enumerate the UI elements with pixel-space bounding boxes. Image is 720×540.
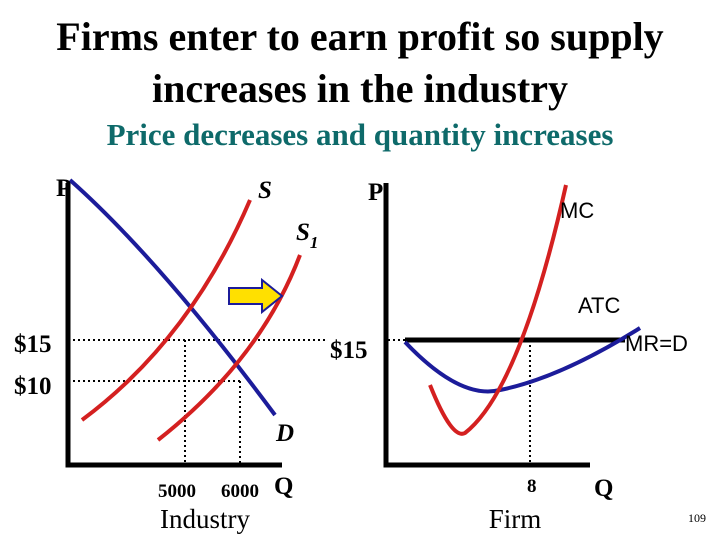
price-label: $15 bbox=[14, 331, 52, 358]
axes bbox=[383, 183, 590, 468]
axis-label: Q bbox=[274, 473, 293, 500]
curve-label: ATC bbox=[578, 293, 620, 318]
axis-label: P bbox=[56, 175, 71, 202]
demand-curve bbox=[68, 178, 277, 417]
quantity-label: 8 bbox=[527, 476, 537, 497]
title-line: Firms enter to earn profit so supply bbox=[56, 14, 663, 59]
subtitle: Price decreases and quantity increases bbox=[107, 117, 614, 152]
firm-graph: P MC ATC MR=D $15 8 Q Firm bbox=[330, 179, 688, 534]
quantity-label: 5000 bbox=[158, 481, 196, 502]
supply-curve-new bbox=[156, 254, 302, 442]
graph-label: Industry bbox=[160, 504, 250, 534]
industry-graph: P S S1 D $15 $10 5000 6000 Q Industry bbox=[14, 175, 325, 534]
curve-label: MR=D bbox=[625, 331, 688, 356]
curve-label: S1 bbox=[296, 219, 318, 252]
axes bbox=[65, 183, 282, 468]
curve-label: MC bbox=[560, 198, 594, 223]
curve-label-text: S bbox=[296, 219, 310, 246]
curve-label: D bbox=[275, 420, 294, 447]
supply-curve bbox=[80, 199, 252, 422]
quantity-label: 6000 bbox=[221, 481, 259, 502]
curve-label-subscript: 1 bbox=[310, 233, 319, 252]
mc-curve bbox=[428, 184, 568, 436]
graph-label: Firm bbox=[489, 504, 542, 534]
shift-arrow bbox=[228, 277, 284, 315]
curve-label: S bbox=[258, 177, 272, 204]
axis-label: P bbox=[368, 179, 383, 206]
price-label: $10 bbox=[14, 373, 52, 400]
page-number: 109 bbox=[688, 511, 706, 525]
price-label: $15 bbox=[330, 337, 368, 364]
title-line: increases in the industry bbox=[152, 66, 568, 111]
axis-label: Q bbox=[594, 475, 613, 502]
